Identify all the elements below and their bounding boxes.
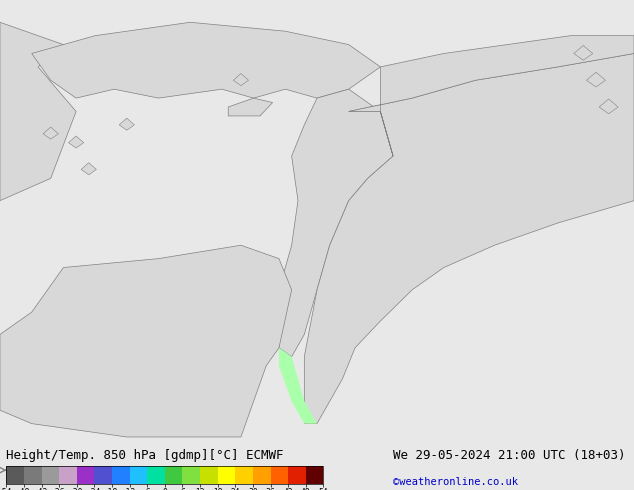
Polygon shape — [349, 36, 634, 156]
Text: Height/Temp. 850 hPa [gdmp][°C] ECMWF: Height/Temp. 850 hPa [gdmp][°C] ECMWF — [6, 449, 284, 463]
Polygon shape — [599, 99, 618, 114]
Polygon shape — [228, 98, 273, 116]
Polygon shape — [279, 89, 393, 357]
Polygon shape — [68, 136, 84, 148]
Polygon shape — [32, 22, 380, 98]
Polygon shape — [0, 22, 76, 201]
Polygon shape — [43, 127, 58, 139]
Polygon shape — [304, 53, 634, 423]
Polygon shape — [0, 245, 292, 437]
Polygon shape — [233, 74, 249, 86]
Polygon shape — [586, 72, 605, 87]
Polygon shape — [279, 348, 317, 423]
Text: ©weatheronline.co.uk: ©weatheronline.co.uk — [393, 477, 518, 487]
Polygon shape — [574, 46, 593, 60]
Text: We 29-05-2024 21:00 UTC (18+03): We 29-05-2024 21:00 UTC (18+03) — [393, 449, 626, 463]
Polygon shape — [119, 118, 134, 130]
Polygon shape — [81, 163, 96, 175]
